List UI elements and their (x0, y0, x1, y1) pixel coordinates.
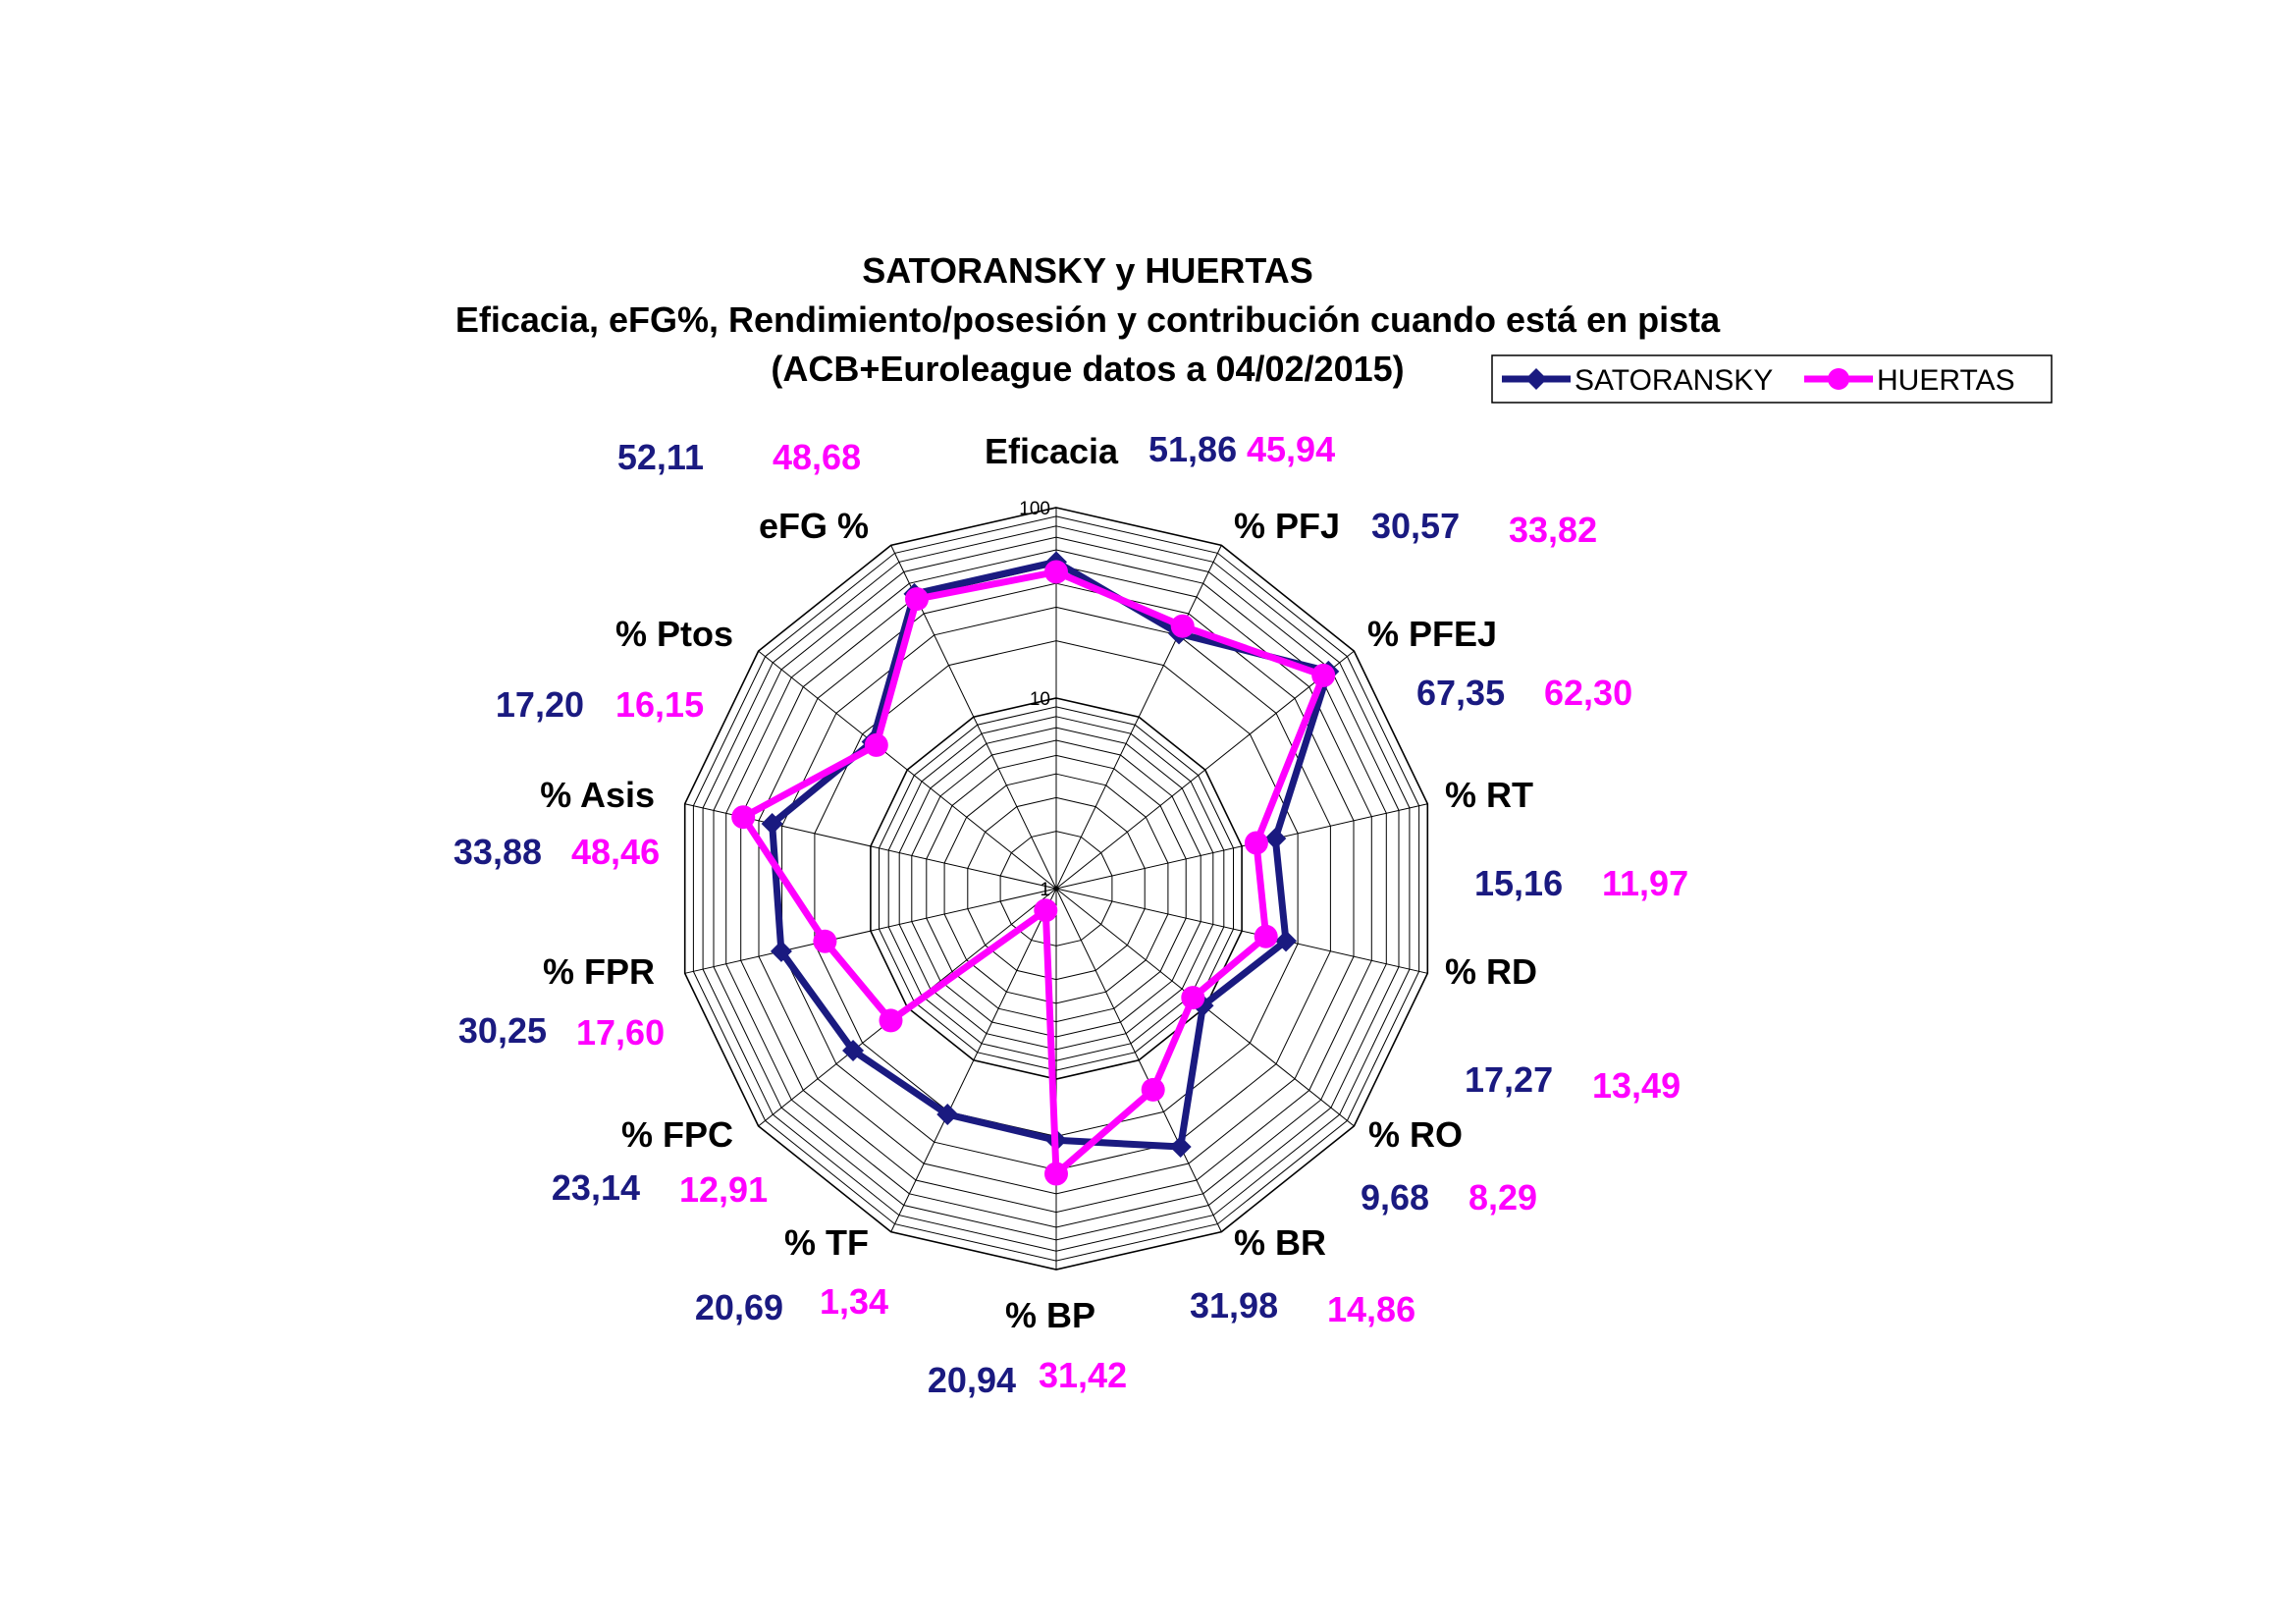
radar-spoke (1055, 545, 1222, 890)
category-label: % RT (1445, 775, 1533, 815)
data-point-satoransky (1264, 828, 1287, 850)
category-label: eFG % (759, 506, 869, 546)
category-label: % BP (1005, 1295, 1095, 1335)
category-label: % PFJ (1234, 506, 1340, 546)
radar-spoke (1055, 888, 1428, 974)
value-label-huertas: 45,94 (1247, 429, 1335, 469)
radar-category-labels: Eficacia 51,86 45,94 % PFJ 30,57 33,82 % PFEJ 6… (454, 429, 1688, 1400)
value-label-huertas: 62,30 (1544, 673, 1632, 713)
value-label-satoransky: 52,11 (617, 437, 704, 477)
data-point-huertas (905, 587, 929, 612)
value-label-huertas: 1,34 (820, 1281, 888, 1322)
radar-tick-label: 1 (1040, 880, 1050, 900)
value-label-satoransky: 30,57 (1371, 506, 1460, 546)
value-label-huertas: 11,97 (1602, 863, 1688, 903)
category-label: % RD (1445, 951, 1537, 992)
category-label: % RO (1368, 1114, 1463, 1155)
radar-spoke (1055, 650, 1355, 890)
data-point-huertas (1254, 924, 1278, 948)
data-point-huertas (1244, 831, 1268, 855)
legend-label-satoransky: SATORANSKY (1575, 364, 1773, 397)
data-point-huertas (879, 1008, 903, 1033)
data-point-huertas (813, 929, 837, 953)
value-label-huertas: 31,42 (1039, 1355, 1127, 1395)
category-label: % BR (1234, 1222, 1326, 1263)
value-label-huertas: 14,86 (1327, 1289, 1415, 1329)
chart-subtitle-date: (ACB+Euroleague datos a 04/02/2015) (771, 349, 1404, 389)
value-label-satoransky: 31,98 (1190, 1285, 1278, 1325)
legend-diamond-marker (1525, 368, 1547, 390)
data-point-satoransky (1169, 1136, 1192, 1159)
value-label-huertas: 8,29 (1468, 1177, 1537, 1217)
value-label-huertas: 17,60 (576, 1012, 665, 1053)
data-point-huertas (731, 805, 756, 830)
value-label-satoransky: 17,27 (1465, 1059, 1553, 1100)
data-point-huertas (1044, 560, 1068, 584)
radar-spoke (1055, 803, 1428, 890)
value-label-satoransky: 20,94 (928, 1360, 1016, 1400)
radar-spoke (684, 888, 1057, 974)
radar-spoke (890, 888, 1057, 1232)
radar-spoke (1055, 888, 1222, 1232)
data-point-satoransky (770, 940, 792, 962)
value-label-satoransky: 30,25 (458, 1010, 547, 1051)
radar-series (731, 551, 1340, 1186)
radar-spoke (758, 650, 1057, 890)
category-label: % Ptos (615, 614, 733, 654)
radar-tick-labels: 1 10 100 (1019, 499, 1050, 900)
value-label-satoransky: 33,88 (454, 832, 542, 872)
category-label: % FPR (543, 951, 655, 992)
value-label-huertas: 48,68 (773, 437, 861, 477)
value-label-huertas: 13,49 (1592, 1065, 1681, 1106)
data-point-huertas (1170, 614, 1195, 638)
data-point-huertas (1034, 898, 1058, 923)
data-point-huertas (864, 732, 888, 757)
value-label-satoransky: 67,35 (1416, 673, 1505, 713)
value-label-satoransky: 23,14 (552, 1167, 640, 1208)
radar-tick-label: 100 (1019, 499, 1050, 519)
chart-legend: SATORANSKY HUERTAS (1491, 354, 2053, 404)
data-point-satoransky (1275, 930, 1298, 952)
data-point-huertas (1044, 1162, 1068, 1186)
chart-title: SATORANSKY y HUERTAS (862, 250, 1312, 291)
radar-tick-label: 10 (1030, 689, 1050, 710)
category-label: % FPC (621, 1114, 733, 1155)
value-label-satoransky: 51,86 (1148, 429, 1237, 469)
legend-circle-marker (1828, 368, 1849, 390)
data-point-satoransky (761, 812, 783, 835)
legend-frame (1491, 354, 2053, 404)
value-label-satoransky: 15,16 (1474, 863, 1563, 903)
data-point-satoransky (936, 1103, 959, 1125)
value-label-satoransky: 17,20 (496, 684, 584, 725)
value-label-huertas: 33,82 (1509, 510, 1597, 550)
legend-label-huertas: HUERTAS (1877, 364, 2015, 397)
data-point-huertas (1311, 663, 1336, 687)
value-label-satoransky: 20,69 (695, 1287, 783, 1327)
data-point-huertas (1141, 1077, 1165, 1102)
value-label-huertas: 48,46 (571, 832, 660, 872)
category-label: % PFEJ (1367, 614, 1497, 654)
value-label-huertas: 12,91 (679, 1169, 768, 1210)
value-label-satoransky: 9,68 (1361, 1177, 1429, 1217)
chart-subtitle: Eficacia, eFG%, Rendimiento/posesión y c… (455, 299, 1721, 340)
data-point-huertas (1181, 986, 1205, 1010)
category-label: Eficacia (985, 431, 1119, 471)
category-label: % TF (784, 1222, 869, 1263)
data-point-satoransky (842, 1040, 865, 1062)
category-label: % Asis (540, 775, 655, 815)
value-label-huertas: 16,15 (615, 684, 704, 725)
